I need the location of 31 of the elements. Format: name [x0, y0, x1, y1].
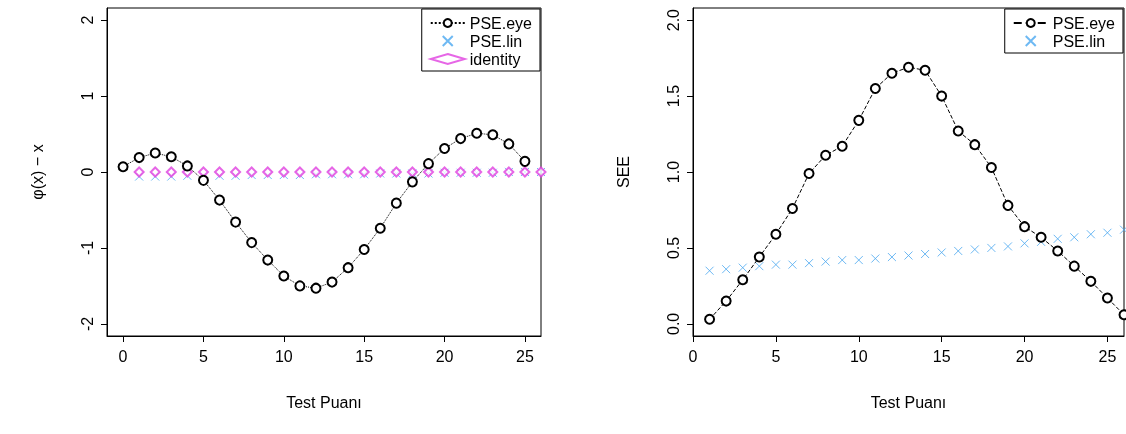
x-tick-label: 10	[274, 347, 293, 365]
legend-label: identity	[469, 50, 521, 68]
x-tick-label: 20	[1015, 347, 1034, 365]
x-tick-label: 15	[355, 347, 374, 365]
y-tick-label: 1	[78, 91, 96, 101]
y-tick-label: 0.5	[664, 236, 682, 260]
x-tick-label: 10	[849, 347, 868, 365]
y-tick-label: 0	[78, 167, 96, 177]
legend-label: PSE.lin	[469, 32, 523, 50]
legend-label: PSE.eye	[469, 14, 533, 32]
legend-label: PSE.eye	[1052, 14, 1116, 32]
x-tick-label: 25	[1098, 347, 1117, 365]
x-tick-label: 5	[771, 347, 781, 365]
x-tick-label: 20	[435, 347, 454, 365]
y-tick-label: 2.0	[664, 8, 682, 32]
y-tick-label: 1.0	[664, 160, 682, 184]
x-axis-title: Test Puanı	[286, 393, 362, 411]
y-tick-label: 2	[78, 15, 96, 25]
x-tick-label: 15	[932, 347, 951, 365]
y-tick-label: 1.5	[664, 84, 682, 108]
y-tick-label: -2	[78, 316, 96, 331]
y-axis-title: SEE	[614, 155, 632, 189]
legend-label: PSE.lin	[1052, 32, 1106, 50]
x-tick-label: 0	[688, 347, 698, 365]
x-tick-label: 5	[198, 347, 208, 365]
y-tick-label: 0.0	[664, 312, 682, 335]
y-axis-title: φ(x) − x	[28, 144, 46, 200]
x-tick-label: 25	[516, 347, 534, 365]
x-tick-label: 0	[118, 347, 128, 365]
y-tick-label: -1	[78, 240, 96, 256]
x-axis-title: Test Puanı	[870, 393, 947, 411]
